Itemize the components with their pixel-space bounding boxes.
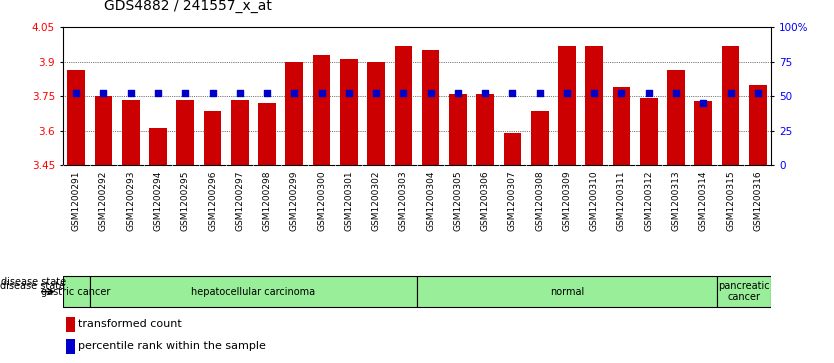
Text: GSM1200291: GSM1200291	[72, 171, 81, 231]
Point	[97, 90, 110, 95]
Bar	[585, 46, 603, 165]
Text: GSM1200295: GSM1200295	[181, 171, 190, 231]
Text: disease state: disease state	[1, 277, 66, 287]
Bar	[68, 70, 85, 165]
Text: GSM1200301: GSM1200301	[344, 171, 354, 231]
Bar	[695, 101, 712, 165]
Point	[151, 90, 164, 95]
Bar	[285, 62, 304, 165]
Point	[505, 90, 519, 95]
Bar	[340, 60, 358, 165]
Text: normal: normal	[550, 287, 584, 297]
Text: GSM1200309: GSM1200309	[562, 171, 571, 231]
Bar	[640, 98, 658, 165]
Text: GSM1200315: GSM1200315	[726, 171, 735, 231]
Text: GSM1200300: GSM1200300	[317, 171, 326, 231]
Text: GSM1200316: GSM1200316	[753, 171, 762, 231]
Bar	[90, 277, 417, 307]
Bar	[749, 85, 766, 165]
Text: GSM1200298: GSM1200298	[263, 171, 272, 231]
Bar	[717, 277, 771, 307]
Bar	[417, 277, 717, 307]
Point	[615, 90, 628, 95]
Point	[315, 90, 329, 95]
Text: percentile rank within the sample: percentile rank within the sample	[78, 341, 266, 351]
Bar	[394, 46, 412, 165]
Bar	[94, 96, 113, 165]
Text: GSM1200292: GSM1200292	[99, 171, 108, 231]
Text: gastric cancer: gastric cancer	[42, 287, 111, 297]
Bar	[231, 100, 249, 165]
Point	[206, 90, 219, 95]
Point	[69, 90, 83, 95]
Point	[234, 90, 247, 95]
Text: GSM1200293: GSM1200293	[126, 171, 135, 231]
Point	[642, 90, 656, 95]
Bar	[203, 111, 221, 165]
Text: GSM1200296: GSM1200296	[208, 171, 217, 231]
Text: disease state: disease state	[0, 281, 65, 291]
Bar	[667, 70, 685, 165]
Text: GSM1200302: GSM1200302	[372, 171, 380, 231]
Point	[424, 90, 437, 95]
Bar	[63, 277, 90, 307]
Point	[124, 90, 138, 95]
Text: GSM1200303: GSM1200303	[399, 171, 408, 231]
Text: GSM1200312: GSM1200312	[644, 171, 653, 231]
Point	[451, 90, 465, 95]
Bar	[721, 46, 740, 165]
Bar	[449, 94, 467, 165]
Point	[397, 90, 410, 95]
Bar	[613, 87, 631, 165]
Text: GSM1200314: GSM1200314	[699, 171, 708, 231]
Bar	[422, 50, 440, 165]
Text: GSM1200313: GSM1200313	[671, 171, 681, 231]
Text: GSM1200305: GSM1200305	[454, 171, 462, 231]
Text: GSM1200297: GSM1200297	[235, 171, 244, 231]
Text: GSM1200311: GSM1200311	[617, 171, 626, 231]
Point	[288, 90, 301, 95]
Bar	[313, 55, 330, 165]
Point	[587, 90, 600, 95]
Bar	[530, 111, 549, 165]
Text: pancreatic
cancer: pancreatic cancer	[718, 281, 770, 302]
Point	[369, 90, 383, 95]
Text: GSM1200299: GSM1200299	[289, 171, 299, 231]
Point	[560, 90, 574, 95]
Bar	[558, 46, 575, 165]
Bar	[122, 100, 139, 165]
Bar	[66, 339, 74, 354]
Point	[724, 90, 737, 95]
Text: GSM1200308: GSM1200308	[535, 171, 545, 231]
Bar	[176, 100, 194, 165]
Text: GSM1200294: GSM1200294	[153, 171, 163, 231]
Point	[696, 100, 710, 106]
Point	[670, 90, 683, 95]
Bar	[476, 94, 494, 165]
Text: GSM1200310: GSM1200310	[590, 171, 599, 231]
Point	[533, 90, 546, 95]
Text: hepatocellular carcinoma: hepatocellular carcinoma	[191, 287, 315, 297]
Text: transformed count: transformed count	[78, 319, 182, 329]
Bar	[259, 103, 276, 165]
Text: GSM1200304: GSM1200304	[426, 171, 435, 231]
Text: GDS4882 / 241557_x_at: GDS4882 / 241557_x_at	[104, 0, 272, 13]
Point	[178, 90, 192, 95]
Text: GSM1200307: GSM1200307	[508, 171, 517, 231]
Point	[751, 90, 765, 95]
Bar	[66, 317, 74, 332]
Point	[342, 90, 355, 95]
Point	[260, 90, 274, 95]
Bar	[367, 62, 385, 165]
Text: GSM1200306: GSM1200306	[480, 171, 490, 231]
Bar	[504, 133, 521, 165]
Bar	[149, 129, 167, 165]
Point	[479, 90, 492, 95]
